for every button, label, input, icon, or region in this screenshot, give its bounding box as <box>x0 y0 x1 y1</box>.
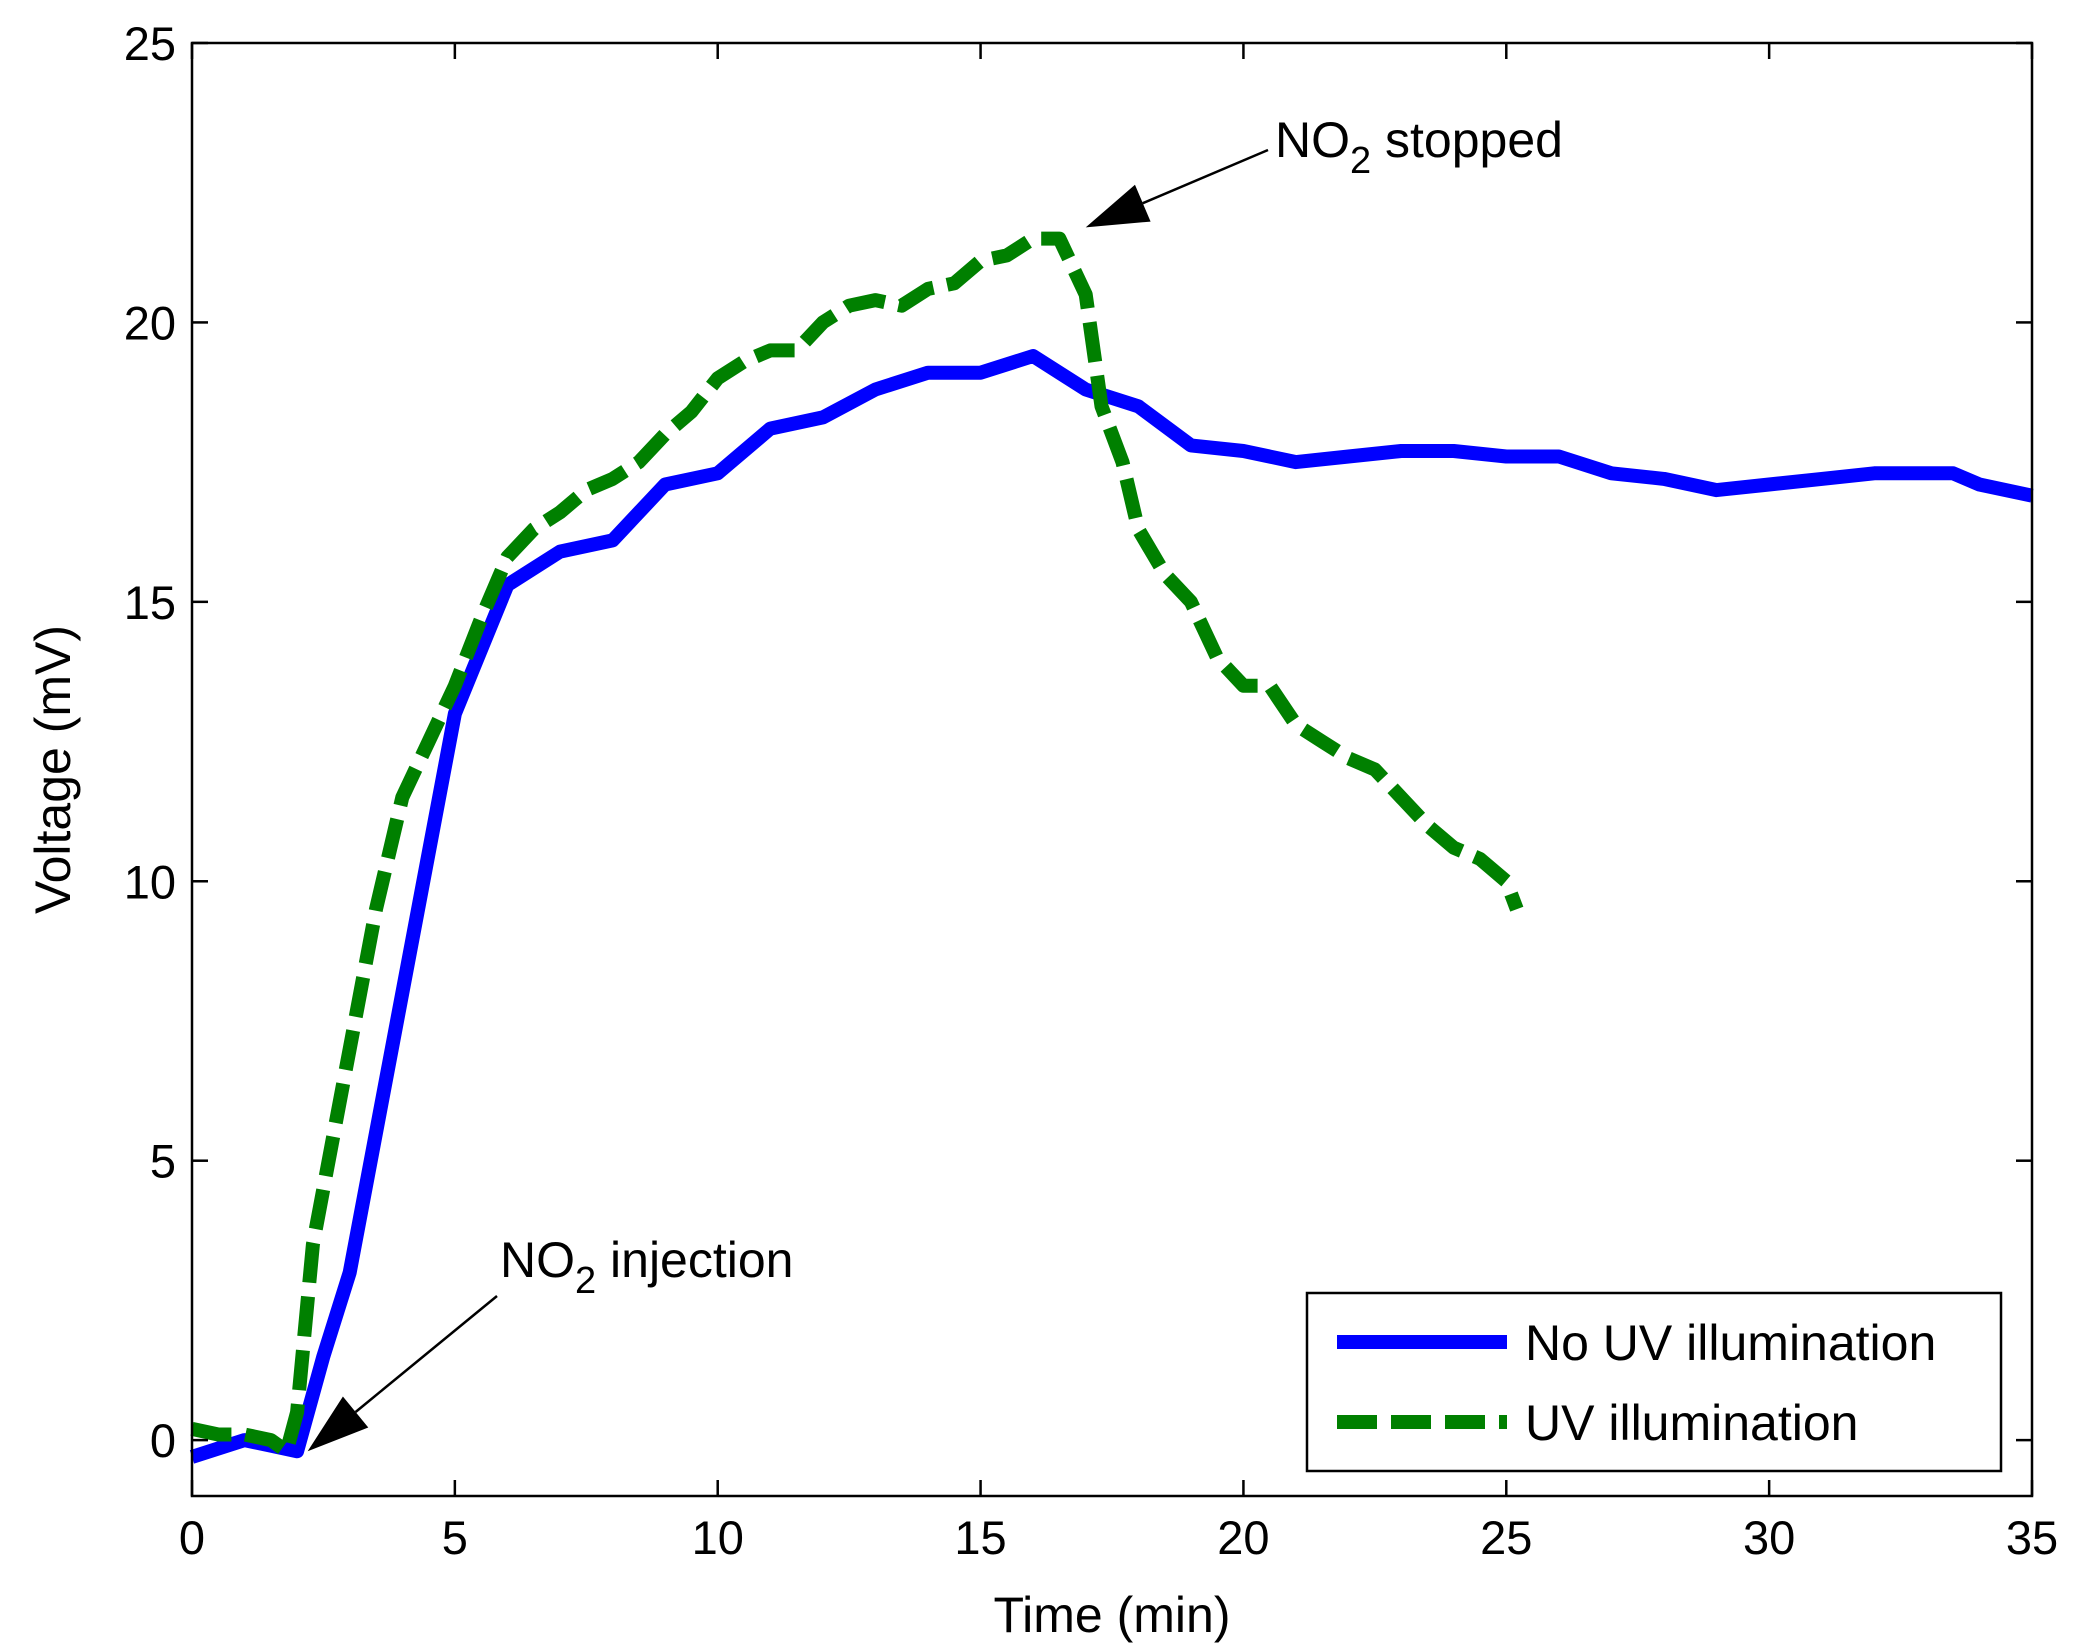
x-axis-title: Time (min) <box>993 1587 1230 1643</box>
annotation-suffix: injection <box>596 1232 793 1288</box>
annotation-arrow-head <box>307 1396 369 1452</box>
x-tick-label: 15 <box>954 1511 1006 1564</box>
x-tick-label: 25 <box>1480 1511 1532 1564</box>
y-axis-title: Voltage (mV) <box>25 625 81 914</box>
x-tick-label: 30 <box>1743 1511 1795 1564</box>
annotation-no2-injection: NO2 injection <box>500 1232 793 1302</box>
series-line-0 <box>189 349 2034 1464</box>
x-tick-label: 35 <box>2006 1511 2058 1564</box>
x-tick-label: 20 <box>1217 1511 1269 1564</box>
y-tick-label: 15 <box>124 576 176 629</box>
y-tick-label: 25 <box>124 17 176 70</box>
y-tick-label: 0 <box>150 1414 176 1467</box>
series-layer <box>189 231 2034 1464</box>
y-tick-label: 20 <box>124 296 176 349</box>
annotation-subscript: 2 <box>1350 140 1371 182</box>
y-tick-label: 5 <box>150 1135 176 1188</box>
legend: No UV illumination UV illumination <box>1305 1291 2003 1473</box>
annotation-arrow-line <box>1142 148 1269 205</box>
plot-frame <box>190 41 2034 1498</box>
annotations: NO2 injection NO2 stopped <box>307 112 1563 1452</box>
legend-box <box>1305 1291 2003 1473</box>
series-line-1 <box>190 231 1524 1459</box>
annotation-no2-stopped: NO2 stopped <box>1275 112 1563 182</box>
annotation-suffix: stopped <box>1371 112 1563 168</box>
annotation-arrow-head <box>1085 184 1151 228</box>
y-tick-label: 10 <box>124 855 176 908</box>
x-tick-label: 10 <box>692 1511 744 1564</box>
x-tick-label: 5 <box>442 1511 468 1564</box>
x-tick-label: 0 <box>179 1511 205 1564</box>
annotation-subscript: 2 <box>575 1260 596 1302</box>
annotation-text: NO <box>500 1232 575 1288</box>
legend-label-uv: UV illumination <box>1525 1395 1858 1451</box>
legend-label-no-uv: No UV illumination <box>1525 1315 1936 1371</box>
ticks-layer: 0 5 10 15 20 25 30 35 0 5 10 15 20 25 <box>124 17 2058 1564</box>
annotation-text: NO <box>1275 112 1350 168</box>
annotation-arrow-line <box>354 1295 498 1413</box>
